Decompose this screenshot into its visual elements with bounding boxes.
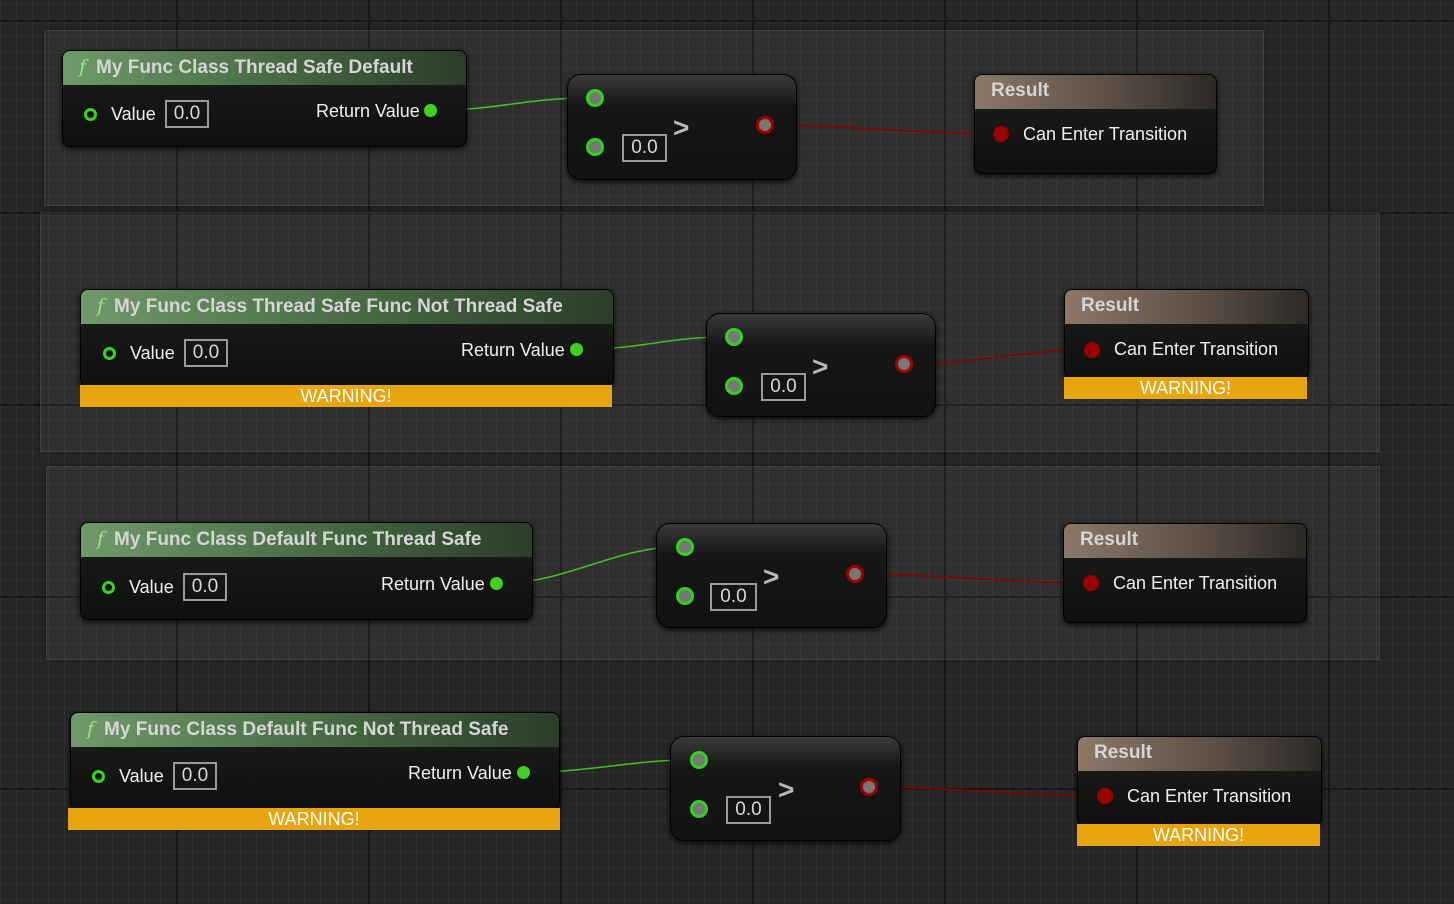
function-icon: f (97, 295, 105, 317)
function-node-header: f My Func Class Thread Safe Func Not Thre… (81, 290, 613, 324)
function-node[interactable]: f My Func Class Default Func Not Thread S… (70, 712, 560, 810)
function-node-title: My Func Class Default Func Thread Safe (114, 529, 482, 550)
return-value-label: Return Value (461, 340, 565, 360)
return-value-label: Return Value (381, 574, 485, 594)
result-warning-banner: WARNING! (1077, 824, 1320, 846)
can-enter-transition-label: Can Enter Transition (1113, 573, 1278, 593)
compare-input-b-pin[interactable] (690, 800, 708, 818)
compare-input-a-pin[interactable] (676, 538, 694, 556)
can-enter-transition-pin[interactable] (993, 126, 1009, 142)
value-input-pin[interactable] (84, 108, 97, 121)
return-value-pin[interactable] (424, 104, 437, 117)
function-node-header: f My Func Class Thread Safe Default (63, 51, 466, 85)
value-input-pin[interactable] (92, 770, 105, 783)
return-value-label: Return Value (316, 101, 420, 121)
compare-input-b-pin[interactable] (586, 138, 604, 156)
result-node-title: Result (975, 75, 1216, 109)
compare-input-b-pin[interactable] (676, 587, 694, 605)
result-node-title: Result (1065, 290, 1308, 324)
can-enter-transition-pin[interactable] (1083, 575, 1099, 591)
compare-value-field[interactable]: 0.0 (710, 583, 757, 611)
bool-wire[interactable] (877, 786, 1098, 797)
result-warning-banner: WARNING! (1064, 377, 1307, 399)
can-enter-transition-pin[interactable] (1097, 788, 1113, 804)
result-node[interactable]: Result (974, 74, 1217, 174)
compare-value-field[interactable]: 0.0 (726, 796, 771, 824)
greater-than-node[interactable] (656, 523, 887, 628)
function-node-header: f My Func Class Default Func Not Thread S… (71, 713, 559, 747)
result-node[interactable]: Result (1063, 523, 1307, 623)
result-node-title: Result (1078, 737, 1321, 771)
function-icon: f (87, 718, 95, 740)
return-value-pin[interactable] (517, 766, 530, 779)
value-input-field[interactable]: 0.0 (183, 573, 227, 601)
compare-value-field[interactable]: 0.0 (622, 134, 667, 162)
function-warning-banner: WARNING! (68, 808, 560, 830)
function-node[interactable]: f My Func Class Thread Safe Default (62, 50, 467, 147)
greater-than-operator: > (778, 774, 795, 805)
function-node[interactable]: f My Func Class Default Func Thread Safe (80, 522, 533, 620)
value-label: Value (119, 766, 164, 786)
function-node-title: My Func Class Thread Safe Func Not Threa… (114, 296, 563, 317)
result-node[interactable]: Result (1077, 736, 1322, 826)
value-input-pin[interactable] (103, 347, 116, 360)
compare-output-pin[interactable] (756, 116, 774, 134)
function-warning-banner: WARNING! (80, 385, 612, 407)
value-input-pin[interactable] (102, 581, 115, 594)
greater-than-operator: > (763, 561, 780, 592)
result-node-title: Result (1064, 524, 1306, 558)
compare-output-pin[interactable] (846, 565, 864, 583)
greater-than-operator: > (673, 112, 690, 143)
can-enter-transition-pin[interactable] (1084, 342, 1100, 358)
compare-output-pin[interactable] (895, 355, 913, 373)
compare-input-a-pin[interactable] (586, 89, 604, 107)
return-value-pin[interactable] (570, 343, 583, 356)
value-input-field[interactable]: 0.0 (184, 339, 228, 367)
result-node[interactable]: Result (1064, 289, 1309, 379)
function-icon: f (97, 528, 105, 550)
function-icon: f (79, 56, 87, 78)
value-input-field[interactable]: 0.0 (173, 762, 217, 790)
return-value-label: Return Value (408, 763, 512, 783)
value-label: Value (130, 343, 175, 363)
compare-input-a-pin[interactable] (690, 751, 708, 769)
compare-input-b-pin[interactable] (725, 377, 743, 395)
value-label: Value (111, 104, 156, 124)
can-enter-transition-label: Can Enter Transition (1114, 339, 1279, 359)
value-label: Value (129, 577, 174, 597)
function-node[interactable]: f My Func Class Thread Safe Func Not Thre… (80, 289, 614, 387)
can-enter-transition-label: Can Enter Transition (1127, 786, 1292, 806)
compare-value-field[interactable]: 0.0 (761, 373, 806, 401)
function-node-title: My Func Class Thread Safe Default (96, 57, 413, 78)
greater-than-operator: > (812, 351, 829, 382)
compare-input-a-pin[interactable] (725, 328, 743, 346)
value-input-field[interactable]: 0.0 (165, 100, 209, 128)
function-node-title: My Func Class Default Func Not Thread Sa… (104, 719, 509, 740)
function-node-header: f My Func Class Default Func Thread Safe (81, 523, 532, 557)
return-value-pin[interactable] (490, 577, 503, 590)
compare-output-pin[interactable] (860, 778, 878, 796)
can-enter-transition-label: Can Enter Transition (1023, 124, 1188, 144)
